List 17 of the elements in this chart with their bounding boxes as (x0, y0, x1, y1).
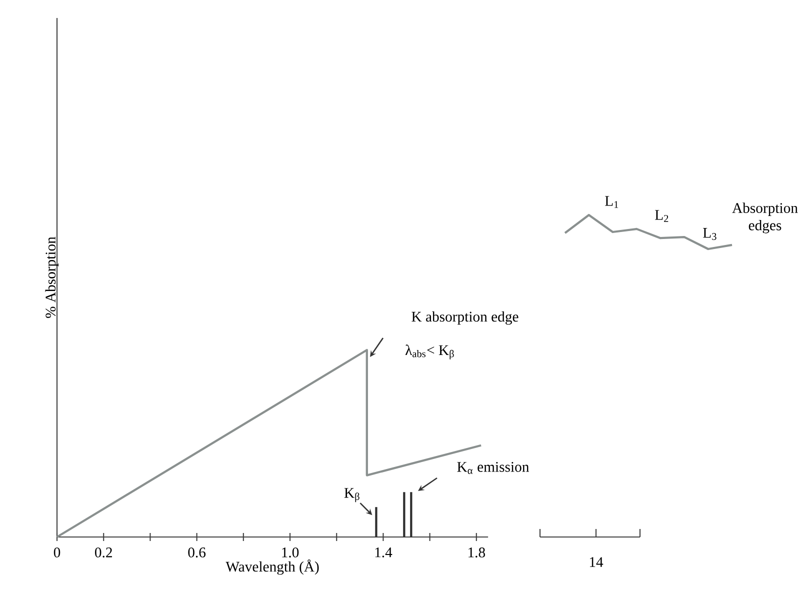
x-tick-label: 1.0 (282, 548, 299, 558)
annotation: K$_{α}$ emission (457, 462, 530, 474)
annotation: L$_{3}$ (703, 228, 716, 240)
x-tick-label: 0.2 (95, 548, 112, 558)
annotation: L$_{2}$ (655, 210, 668, 222)
y-axis-title: % Absorption (45, 236, 59, 318)
x-tick-label: 1.8 (468, 548, 486, 558)
annotation: K$_{β}$ (344, 488, 360, 502)
x-tick-label: 0.6 (188, 548, 206, 558)
text: K absorption edge (412, 311, 518, 325)
text: L$_{1}$ (605, 196, 618, 208)
x-axis-title: Wavelength (Å) (226, 559, 319, 575)
annotation: λ$_{abs}$< K$_{β}$ (405, 344, 454, 360)
x-tick-label: 0 (54, 548, 60, 558)
annotation: Absorption edges (732, 202, 798, 234)
text: 14 (590, 557, 604, 567)
x-tick-label: 1.4 (375, 547, 392, 558)
